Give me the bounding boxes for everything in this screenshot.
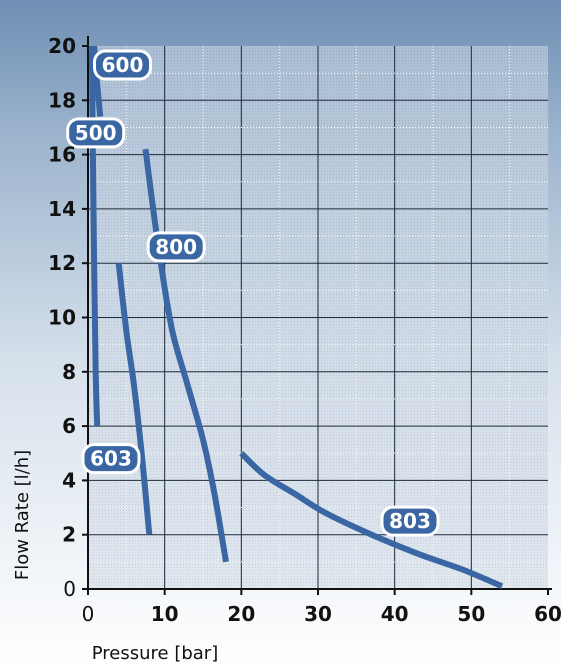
series-badge-603 [81,443,141,475]
y-tick-label: 2 [62,523,76,547]
y-tick-label: 0 [63,577,76,601]
series-line-603 [115,262,153,535]
y-tick-label: 6 [62,414,76,438]
series-layer [88,45,504,590]
x-tick-label: 60 [534,602,561,626]
series-badge-803 [380,505,440,537]
y-tick-label: 18 [48,88,76,112]
x-axis-title: Pressure [bar] [92,643,218,664]
series-badge-label-600: 600 [102,53,144,77]
y-tick-label: 10 [48,306,76,330]
axes [82,36,552,595]
series-line-500 [88,45,101,427]
y-axis-title: Flow Rate [l/h] [12,450,33,580]
series-badge-600 [93,49,152,81]
x-tick-label: 0 [82,602,95,626]
x-tick-label: 20 [227,602,255,626]
y-tick-label: 12 [48,251,76,275]
series-labels: 600 500 800 603 803 [66,49,440,537]
series-badge-500 [66,117,126,149]
series-badge-label-603: 603 [90,447,132,471]
grid-lines [88,46,548,589]
x-tick-label: 10 [151,602,179,626]
y-tick-label: 4 [62,468,76,492]
x-tick-label: 40 [381,602,409,626]
y-tick-label: 20 [48,34,76,58]
x-tick-label: 50 [457,602,485,626]
tick-labels: 0 2 4 6 8 10 12 14 16 18 20 0 10 20 30 40 50 60 [48,34,561,626]
series-line-803 [239,451,504,590]
y-tick-label: 14 [48,197,76,221]
series-badge-label-803: 803 [389,509,431,533]
series-line-800 [142,148,229,563]
series-badge-label-500: 500 [75,121,117,145]
x-tick-label: 30 [304,602,332,626]
series-badge-800 [146,231,206,263]
series-badge-label-800: 800 [155,235,197,259]
y-tick-label: 8 [62,360,76,384]
y-tick-label: 16 [48,143,76,167]
